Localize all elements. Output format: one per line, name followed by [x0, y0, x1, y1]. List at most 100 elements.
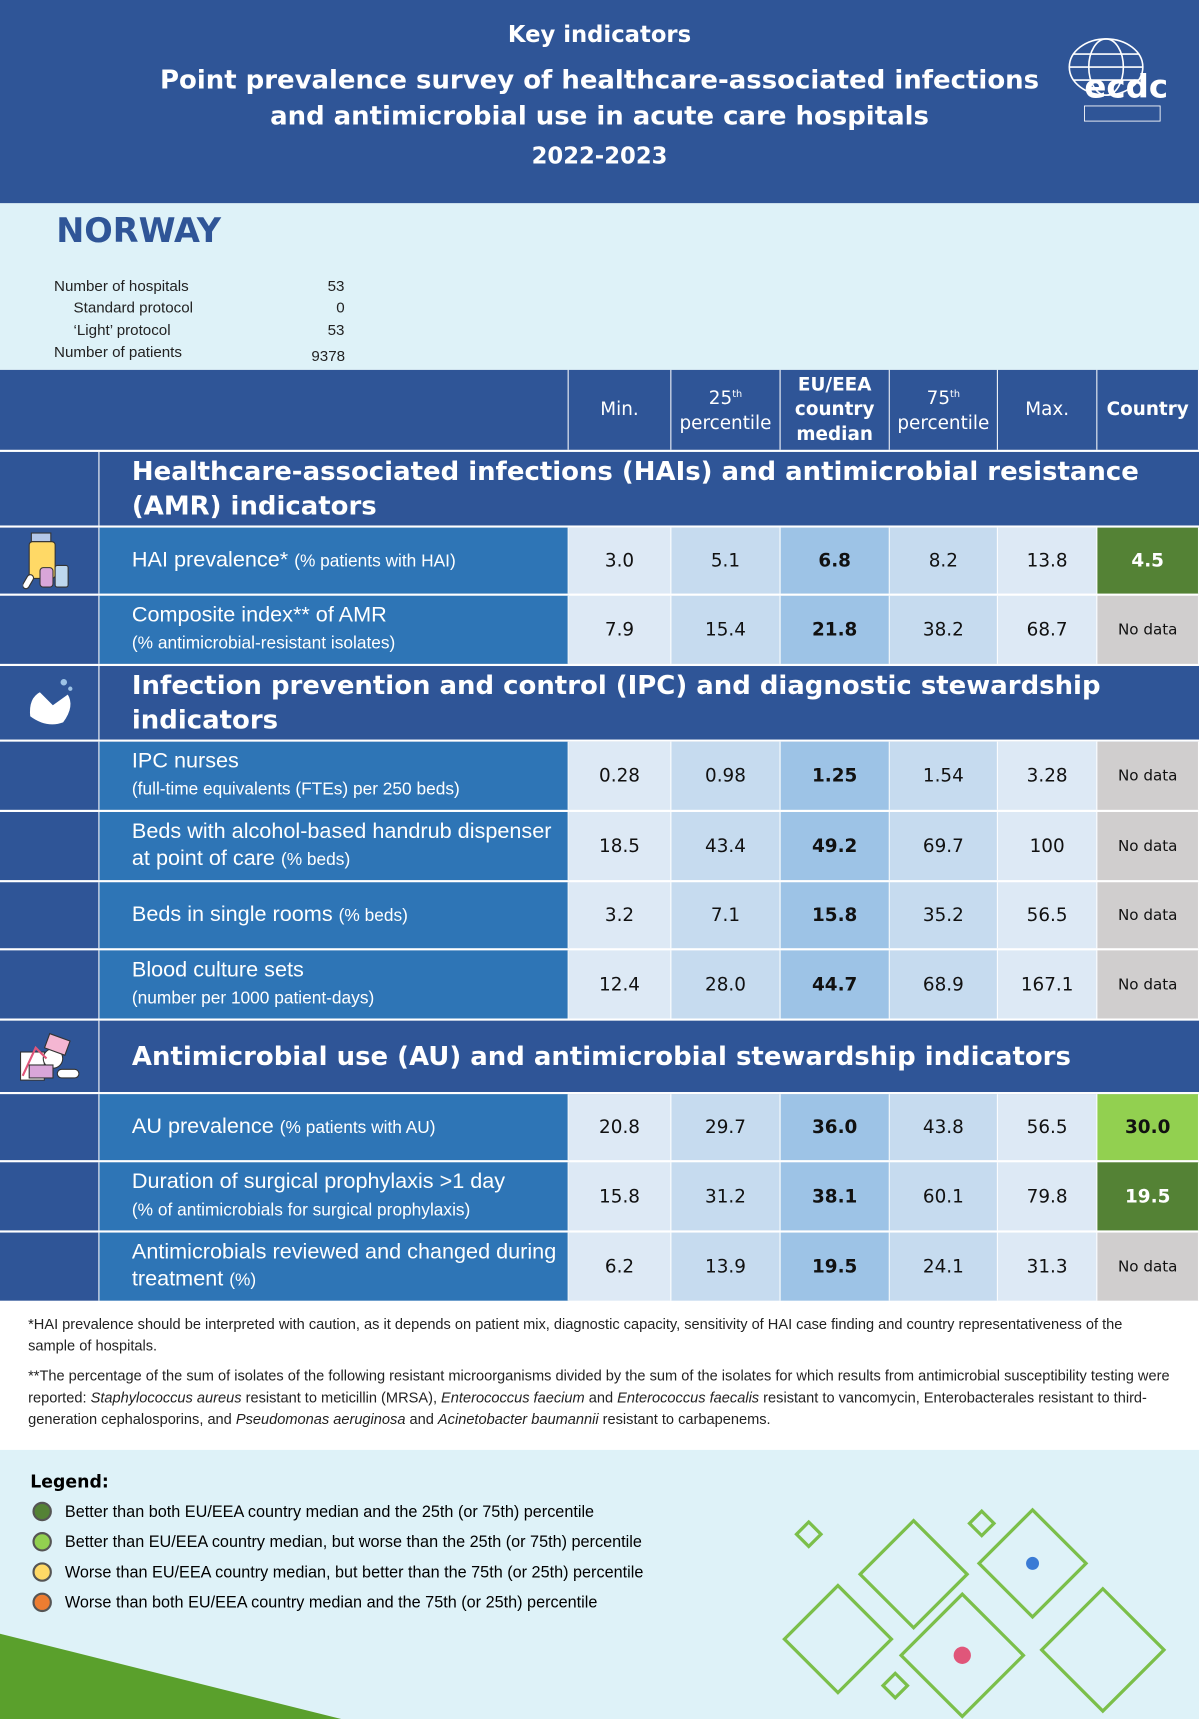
legend-item: Better than EU/EEA country median, but w…: [32, 1532, 642, 1552]
col-max: Max.: [997, 369, 1098, 450]
indicator-row: Beds in single rooms (% beds) 3.2 7.1 15.8…: [0, 882, 1199, 951]
ecdc-logo-icon: ecdc: [1068, 38, 1168, 122]
stat-label: ‘Light’ protocol: [73, 321, 171, 339]
value-cell: 3.28: [997, 741, 1098, 810]
section-header: Healthcare-associated infections (HAIs) …: [0, 451, 1199, 528]
country-value: No data: [1097, 882, 1199, 949]
value-cell: 31.3: [997, 1232, 1098, 1301]
value-cell: 0.28: [568, 741, 672, 810]
value-cell: 15.8: [780, 882, 890, 949]
value-cell: 7.1: [671, 882, 781, 949]
row-icon-cell: [0, 595, 100, 664]
value-cell: 12.4: [568, 950, 672, 1019]
stat-value: 53: [327, 321, 345, 339]
stat-value: 9378: [311, 347, 346, 365]
country-value: 4.5: [1097, 527, 1199, 594]
footnote-1: *HAI prevalence should be interpreted wi…: [28, 1315, 1123, 1354]
legend-dot-icon: [32, 1501, 52, 1522]
indicator-row: AU prevalence (% patients with AU) 20.8 2…: [0, 1094, 1199, 1163]
value-cell: 20.8: [568, 1094, 672, 1161]
legend-item: Better than both EU/EEA country median a…: [32, 1501, 594, 1522]
indicator-label: Beds in single rooms (% beds): [99, 882, 569, 949]
indicator-label: Antimicrobials reviewed and changed duri…: [99, 1232, 569, 1301]
value-cell: 3.0: [568, 527, 672, 594]
footnote-2: **The percentage of the sum of isolates …: [28, 1367, 1170, 1428]
country-value: No data: [1097, 741, 1199, 810]
value-cell: 56.5: [997, 1094, 1098, 1161]
stat-label: Number of patients: [54, 342, 182, 361]
legend-item: Worse than both EU/EEA country median an…: [32, 1592, 597, 1613]
value-cell: 24.1: [889, 1232, 998, 1301]
indicator-row: Duration of surgical prophylaxis >1 day(…: [0, 1162, 1199, 1233]
country-value: No data: [1097, 811, 1199, 881]
value-cell: 13.8: [997, 527, 1098, 594]
country-value: 30.0: [1097, 1094, 1199, 1161]
section-title: Healthcare-associated infections (HAIs) …: [131, 456, 1139, 522]
row-icon-cell: [0, 811, 100, 881]
report-years: 2022-2023: [531, 142, 668, 169]
value-cell: 1.54: [889, 741, 998, 810]
indicator-table: Healthcare-associated infections (HAIs) …: [0, 451, 1199, 1303]
section-header: Infection prevention and control (IPC) a…: [0, 666, 1199, 742]
value-cell: 35.2: [889, 882, 998, 949]
col-median: EU/EEA country median: [780, 369, 890, 450]
indicator-label: Duration of surgical prophylaxis >1 day(…: [99, 1162, 569, 1231]
legend-dot-icon: [32, 1562, 52, 1582]
medicine-bottle-icon: [0, 451, 100, 526]
value-cell: 8.2: [889, 527, 998, 594]
col-min: Min.: [568, 369, 672, 450]
indicator-row: Composite index** of AMR (% antimicrobial…: [0, 595, 1199, 667]
table-header: Min. 25th percentile EU/EEA country median …: [0, 369, 1199, 452]
value-cell: 7.9: [568, 595, 672, 664]
value-cell: 6.2: [568, 1232, 672, 1301]
value-cell: 31.2: [671, 1162, 781, 1231]
value-cell: 167.1: [997, 950, 1098, 1019]
section-title: Infection prevention and control (IPC) a…: [131, 670, 1101, 736]
col-p75: 75th percentile: [889, 369, 998, 450]
value-cell: 100: [997, 811, 1098, 881]
value-cell: 1.25: [780, 741, 890, 810]
stat-label: Standard protocol: [73, 298, 194, 316]
value-cell: 43.8: [889, 1094, 998, 1161]
indicator-row: IPC nurses (full-time equivalents (FTEs) …: [0, 741, 1199, 812]
row-icon-cell: [0, 950, 100, 1019]
value-cell: 49.2: [780, 811, 890, 881]
value-cell: 69.7: [889, 811, 998, 881]
row-icon-cell: [0, 1162, 100, 1231]
indicator-label: HAI prevalence* (% patients with HAI): [99, 527, 569, 594]
indicator-label: AU prevalence (% patients with AU): [99, 1094, 569, 1161]
green-corner-decoration: [0, 1633, 342, 1719]
healthcare-illustration-icon: [782, 1507, 1167, 1719]
value-cell: 38.2: [889, 595, 998, 664]
antimicrobials-icon: [0, 1020, 100, 1093]
row-icon-cell: [0, 741, 100, 810]
value-cell: 56.5: [997, 882, 1098, 949]
value-cell: 68.9: [889, 950, 998, 1019]
stat-label: Number of hospitals: [54, 276, 189, 295]
value-cell: 3.2: [568, 882, 672, 949]
value-cell: 19.5: [780, 1232, 890, 1301]
value-cell: 18.5: [568, 811, 672, 881]
country-value: No data: [1097, 950, 1199, 1019]
value-cell: 29.7: [671, 1094, 781, 1161]
country-value: No data: [1097, 595, 1199, 664]
value-cell: 60.1: [889, 1162, 998, 1231]
indicator-row: HAI prevalence* (% patients with HAI) 3.…: [0, 527, 1199, 596]
legend-title: Legend:: [30, 1471, 109, 1493]
value-cell: 38.1: [780, 1162, 890, 1231]
row-icon-cell: [0, 882, 100, 949]
value-cell: 15.4: [671, 595, 781, 664]
legend: Legend: Better than both EU/EEA country …: [0, 1449, 1199, 1719]
report-header: Key indicators Point prevalence survey o…: [0, 0, 1199, 204]
value-cell: 6.8: [780, 527, 890, 594]
col-p25: 25th percentile: [671, 369, 781, 450]
indicator-label: IPC nurses (full-time equivalents (FTEs) …: [99, 741, 569, 810]
stat-value: 0: [336, 298, 345, 316]
indicator-label: Blood culture sets (number per 1000 patie…: [99, 950, 569, 1019]
value-cell: 68.7: [997, 595, 1098, 664]
indicator-row: Antimicrobials reviewed and changed duri…: [0, 1232, 1199, 1303]
country-name: NORWAY: [56, 211, 222, 251]
kicker: Key indicators: [507, 21, 692, 48]
indicator-label: Composite index** of AMR (% antimicrobial…: [99, 595, 569, 664]
value-cell: 36.0: [780, 1094, 890, 1161]
